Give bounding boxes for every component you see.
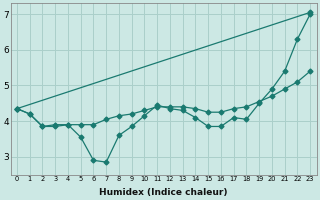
X-axis label: Humidex (Indice chaleur): Humidex (Indice chaleur) <box>99 188 228 197</box>
